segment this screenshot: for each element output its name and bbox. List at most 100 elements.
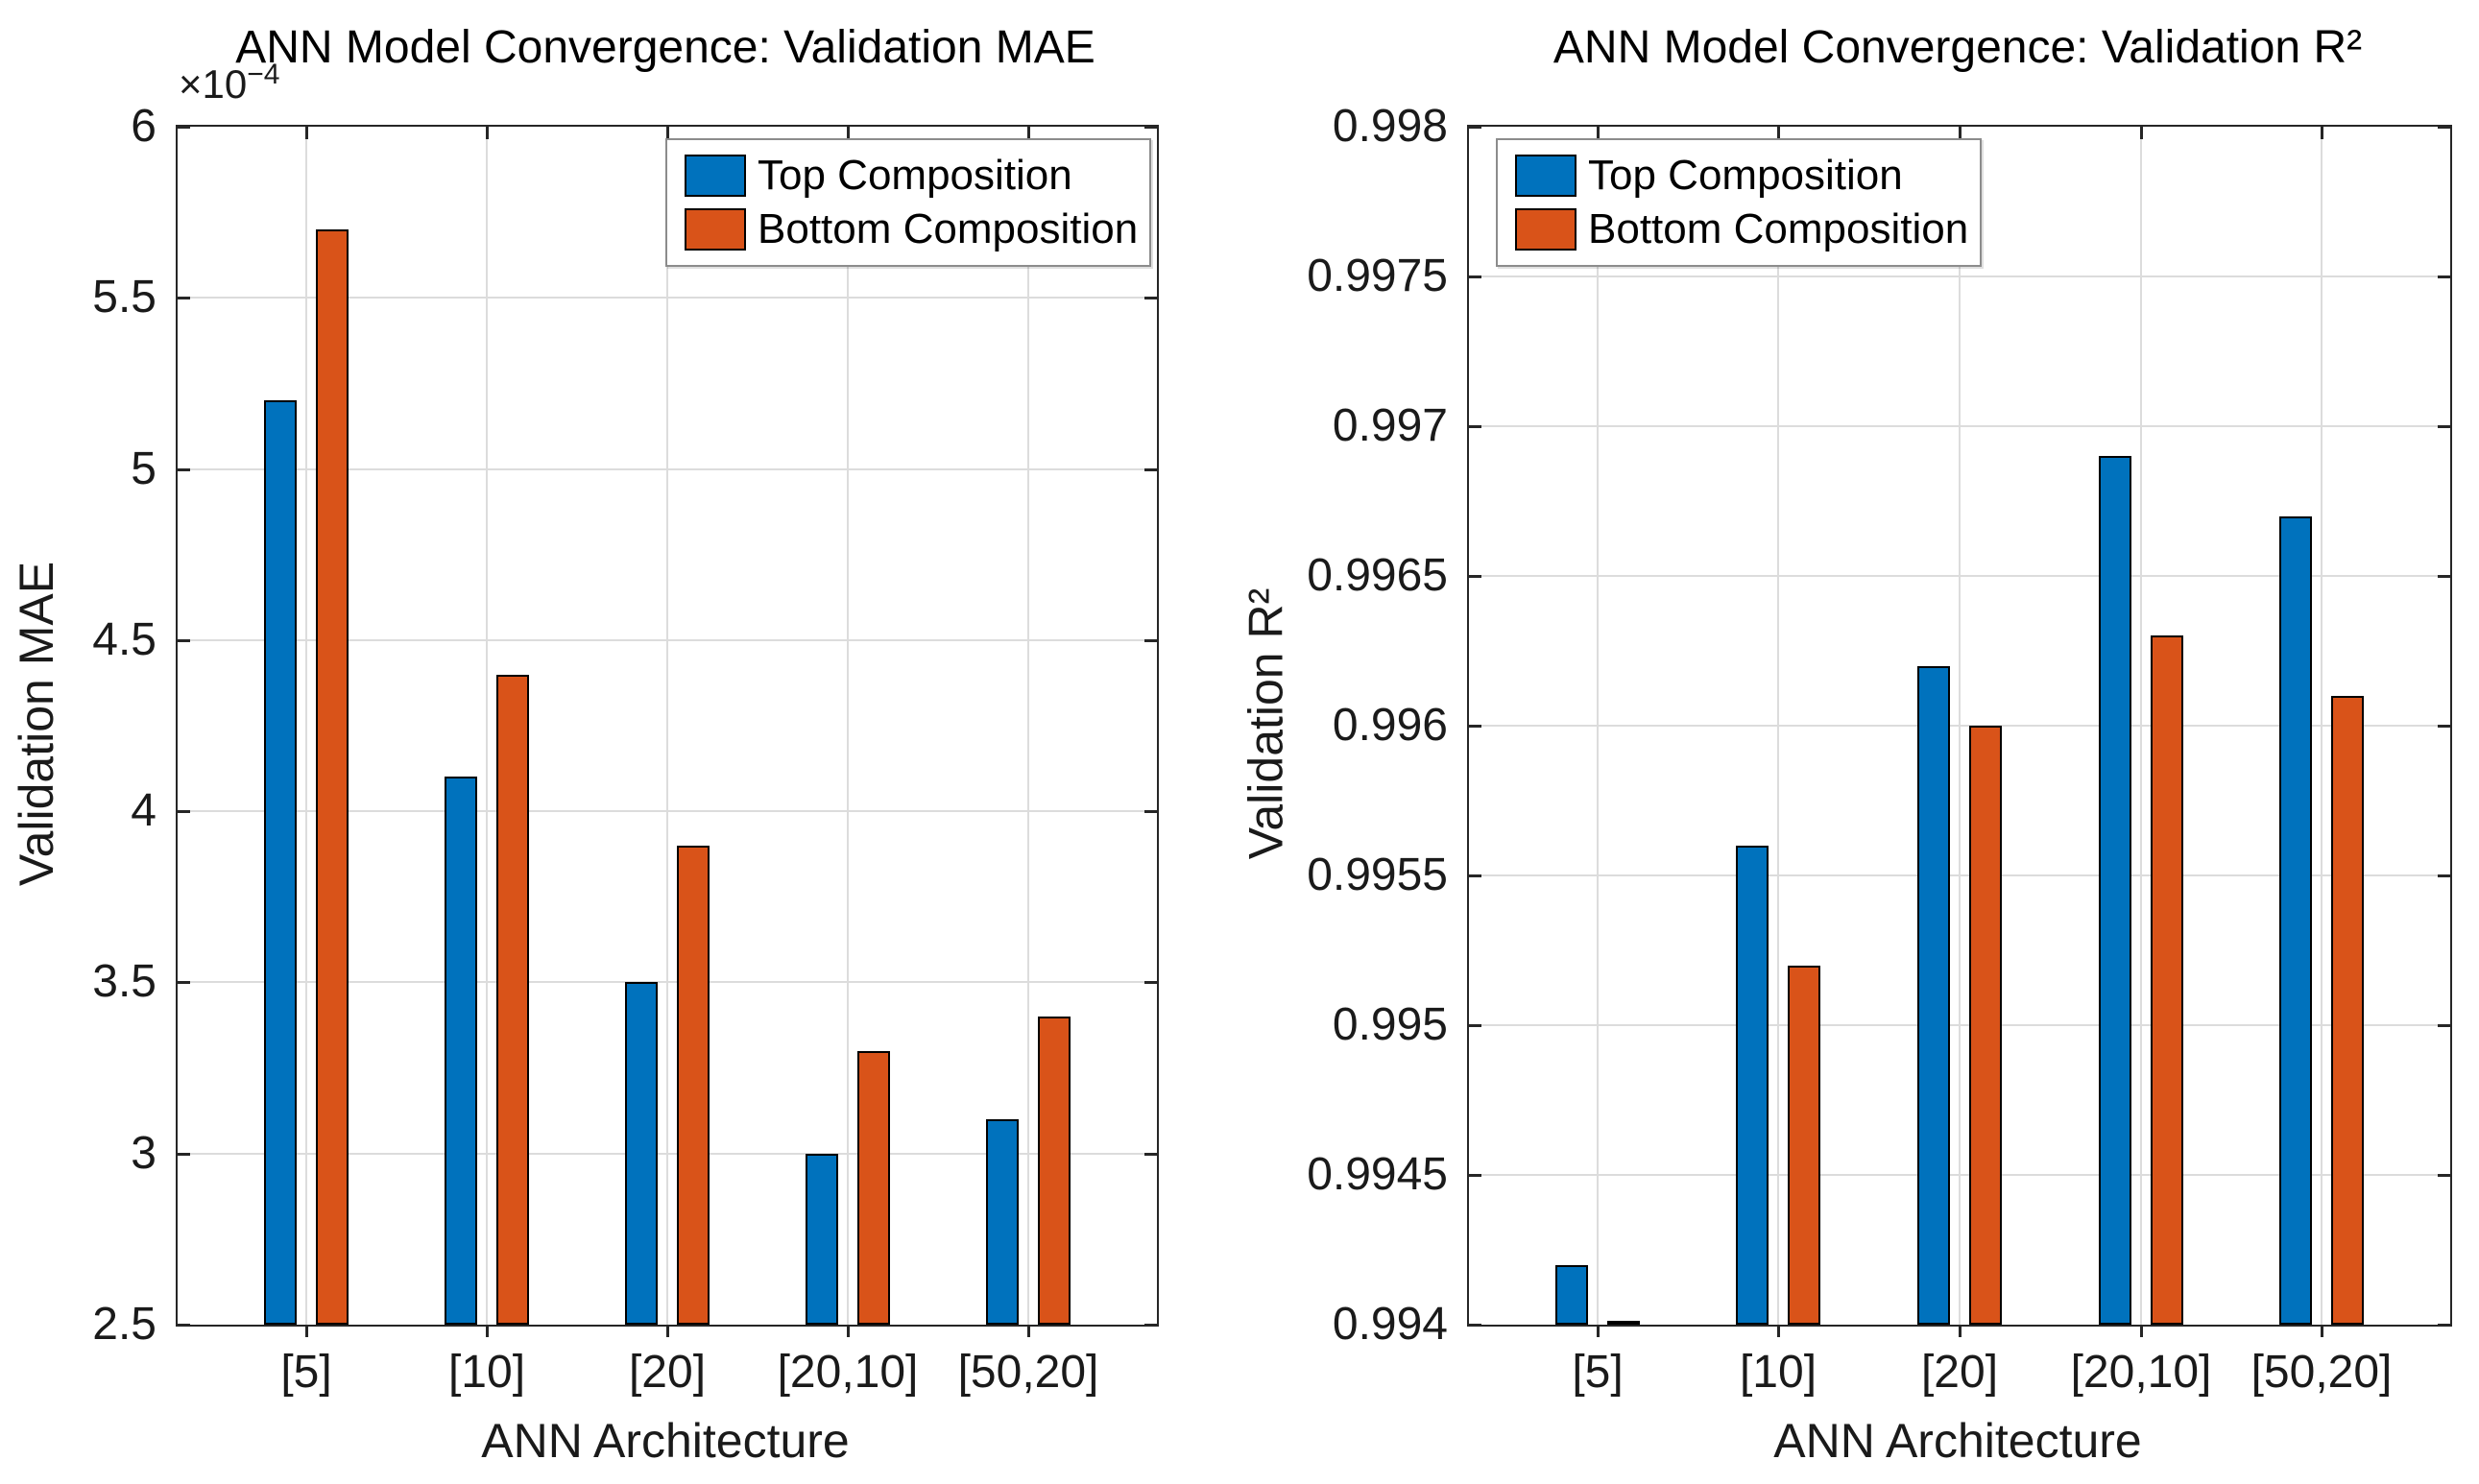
legend-swatch: [685, 208, 746, 251]
bar-top-composition: [1736, 846, 1769, 1325]
bar-top-composition: [2099, 456, 2131, 1325]
y-axis-tick-right: [2438, 1174, 2450, 1177]
legend-mae: Top Composition Bottom Composition: [665, 138, 1151, 267]
y-axis-tick: [1469, 425, 1481, 428]
x-axis-tick-bottom: [1959, 1325, 1962, 1337]
bar-top-composition: [1555, 1265, 1588, 1325]
legend-swatch: [1515, 155, 1576, 197]
bar-bottom-composition: [316, 229, 349, 1325]
x-axis-tick-bottom: [666, 1325, 669, 1337]
x-tick-label: [5]: [280, 1347, 332, 1398]
x-axis-tick-bottom: [1027, 1325, 1030, 1337]
y-axis-tick: [178, 1324, 190, 1327]
y-axis-tick: [178, 981, 190, 984]
x-axis-tick-top: [2321, 127, 2323, 139]
y-tick-label: 6: [131, 101, 156, 152]
plot-area-r2: 0.994 0.9945 0.995 0.9955 0.996 0.9965 0.997 0.…: [1307, 103, 2452, 1398]
y-axis-tick: [1469, 874, 1481, 877]
y-axis-tick: [178, 297, 190, 299]
y-axis-tick: [178, 810, 190, 813]
y-tick-label: 4.5: [92, 614, 156, 665]
bar-top-composition: [986, 1119, 1019, 1325]
bar-bottom-composition: [1607, 1321, 1640, 1325]
y-axis-exponent-power: −4: [247, 59, 280, 90]
y-axis-tick: [178, 1153, 190, 1156]
bar-top-composition: [806, 1154, 838, 1325]
grid-line-v: [847, 127, 849, 1325]
y-axis-tick-right: [2438, 874, 2450, 877]
y-tick-label: 0.9955: [1307, 850, 1448, 900]
y-tick-label: 0.997: [1332, 400, 1448, 451]
y-axis-tick: [178, 126, 190, 129]
x-axis-tick-top: [1959, 127, 1962, 139]
x-tick-label: [20]: [1920, 1347, 1999, 1398]
x-tick-label: [5]: [1572, 1347, 1624, 1398]
grid-line-v: [666, 127, 668, 1325]
y-axis-tick-right: [1144, 639, 1157, 642]
x-axis-tick-bottom: [486, 1325, 489, 1337]
chart-title-r2: ANN Model Convergence: Validation R²: [1552, 22, 2363, 73]
grid-line-v: [2140, 127, 2142, 1325]
bar-bottom-composition: [1038, 1017, 1071, 1325]
y-axis-tick-right: [2438, 575, 2450, 578]
legend-entry: Bottom Composition: [1515, 207, 1968, 251]
x-axis-title-mae: ANN Architecture: [481, 1414, 850, 1468]
x-axis-tick-top: [1027, 127, 1030, 139]
legend-label: Top Composition: [758, 152, 1072, 199]
bar-bottom-composition: [2331, 696, 2364, 1325]
y-tick-label: 5.5: [92, 272, 156, 323]
x-tick-label: [10]: [447, 1347, 526, 1398]
y-axis-tick: [1469, 575, 1481, 578]
y-axis-exponent-base: ×10: [179, 61, 248, 107]
y-tick-label: 0.995: [1332, 999, 1448, 1050]
y-tick-label: 0.998: [1332, 101, 1448, 152]
bar-top-composition: [264, 400, 297, 1325]
x-axis-tick-bottom: [1597, 1325, 1600, 1337]
y-axis-tick-right: [2438, 126, 2450, 129]
legend-swatch: [1515, 208, 1576, 251]
bar-top-composition: [625, 982, 658, 1325]
y-axis-tick: [1469, 275, 1481, 278]
x-tick-label: [50,20]: [957, 1347, 1099, 1398]
bar-bottom-composition: [2151, 635, 2183, 1325]
grid-line-v: [1597, 127, 1599, 1325]
x-tick-label: [10]: [1739, 1347, 1817, 1398]
bar-bottom-composition: [1788, 966, 1820, 1325]
x-axis-tick-bottom: [305, 1325, 308, 1337]
y-axis-tick-right: [2438, 1324, 2450, 1327]
x-axis-title-r2: ANN Architecture: [1773, 1414, 2142, 1468]
grid-line-v: [2321, 127, 2323, 1325]
bar-bottom-composition: [677, 846, 710, 1325]
x-axis-tick-bottom: [1777, 1325, 1780, 1337]
grid-line-v: [1027, 127, 1029, 1325]
bar-top-composition: [2279, 516, 2312, 1325]
y-tick-label: 0.994: [1332, 1299, 1448, 1350]
legend-r2: Top Composition Bottom Composition: [1496, 138, 1982, 267]
grid-line-v: [486, 127, 488, 1325]
plot-area-mae: 2.5 3 3.5 4 4.5 5 5.5 6 [5] [10] [20] [20,10] [50,20…: [92, 103, 1159, 1398]
y-axis-tick-right: [1144, 468, 1157, 471]
x-axis-tick-top: [2140, 127, 2143, 139]
x-tick-label: [20,10]: [2070, 1347, 2212, 1398]
y-axis-tick: [178, 468, 190, 471]
y-tick-label: 3.5: [92, 956, 156, 1007]
y-axis-tick-right: [2438, 275, 2450, 278]
y-tick-label: 3: [131, 1128, 156, 1179]
y-tick-label: 4: [131, 785, 156, 836]
y-axis-tick: [1469, 1024, 1481, 1027]
x-tick-label: [50,20]: [2250, 1347, 2393, 1398]
bar-bottom-composition: [1969, 726, 2002, 1325]
y-tick-label: 0.9965: [1307, 550, 1448, 601]
x-axis-tick-top: [486, 127, 489, 139]
x-axis-tick-top: [847, 127, 850, 139]
y-tick-label: 2.5: [92, 1299, 156, 1350]
y-axis-tick-right: [1144, 981, 1157, 984]
y-axis-tick-right: [2438, 425, 2450, 428]
y-tick-label: 5: [131, 443, 156, 494]
x-axis-tick-top: [666, 127, 669, 139]
grid-line-v: [1777, 127, 1779, 1325]
y-axis-tick: [178, 639, 190, 642]
y-axis-tick: [1469, 126, 1481, 129]
y-axis-tick: [1469, 1174, 1481, 1177]
